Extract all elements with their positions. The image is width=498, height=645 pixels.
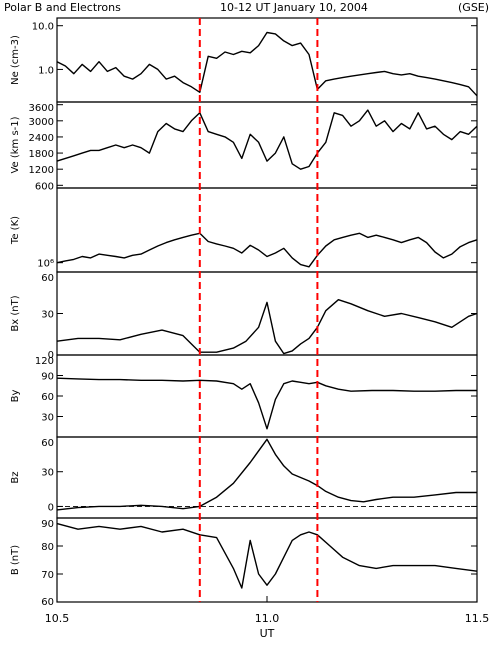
ytick-label-by-3: 120: [35, 356, 54, 367]
ytick-label-by-1: 60: [41, 392, 54, 403]
ytick-label-bx-1: 30: [41, 310, 54, 321]
ytick-label-ve-0: 600: [35, 181, 54, 192]
x-axis-label: UT: [260, 627, 275, 640]
panel-bx: 0 30 60 Bx (nT): [10, 271, 478, 361]
ylabel-bx: Bx (nT): [10, 295, 21, 331]
ytick-label-b-1: 70: [41, 570, 54, 581]
panel-ve: 600 1200 1800 2400 3000 3600 Ve (km s-1): [10, 101, 478, 192]
ytick-label-bx-0: 0: [48, 350, 54, 361]
panel-frame-bx: [56, 271, 478, 356]
panel-b: 60 70 80 90 B (nT): [10, 517, 478, 608]
ytick-label-ve-3: 2400: [29, 133, 54, 144]
ylabel-b: B (nT): [10, 545, 21, 575]
panel-bz: 0 30 60 Bz: [10, 436, 478, 519]
panel-te: 10⁶ Te (K): [10, 187, 478, 273]
panel-frame-by: [56, 354, 478, 438]
figure-title: Polar B and Electrons 10-12 UT January 1…: [4, 1, 489, 14]
series-line-te: [56, 232, 478, 268]
ytick-label-ve-1: 1200: [29, 165, 54, 176]
ytick-label-ve-2: 1800: [29, 149, 54, 160]
ytick-label-by-2: 90: [41, 372, 54, 383]
ylabel-te: Te (K): [10, 216, 21, 245]
panel-frame-te: [56, 187, 478, 273]
ytick-label-b-2: 80: [41, 542, 54, 553]
xtick-label-2: 11.5: [465, 612, 490, 625]
ytick-label-ve-5: 3600: [29, 103, 54, 114]
series-line-by: [56, 377, 477, 430]
series-line-bx: [56, 299, 478, 355]
ylabel-ve: Ve (km s-1): [10, 116, 21, 173]
panel-group: 1.010.0Ne (cm-3)60012001800240030003600V…: [10, 17, 478, 608]
panel-frame-ne: [56, 17, 478, 103]
series-line-b: [56, 522, 478, 589]
ytick-label-b-0: 60: [41, 597, 54, 608]
x-axis: 10.5 11.0 11.5: [45, 596, 490, 625]
ytick-label-te-0: 10⁶: [37, 259, 54, 270]
series-line-ve: [56, 109, 478, 170]
ytick-label-bx-2: 60: [41, 273, 54, 284]
ytick-label-by-0: 30: [41, 413, 54, 424]
xtick-label-1: 11.0: [255, 612, 280, 625]
ytick-label-ve-4: 3000: [29, 117, 54, 128]
title-right: (GSE): [458, 1, 489, 14]
ylabel-by: By: [10, 390, 21, 403]
panel-frame-ve: [56, 101, 478, 189]
ytick-label-bz-2: 60: [41, 438, 54, 449]
ytick-label-ne-1: 1.0: [38, 65, 54, 76]
xtick-label-0: 10.5: [45, 612, 70, 625]
series-line-ne: [56, 31, 478, 97]
ytick-label-bz-1: 30: [41, 468, 54, 479]
title-left: Polar B and Electrons: [4, 1, 121, 14]
panel-by: 30 60 90 120 By: [10, 354, 478, 438]
ytick-label-ne-2: 10.0: [32, 22, 54, 33]
ylabel-bz: Bz: [10, 471, 21, 483]
ylabel-ne: Ne (cm-3): [10, 35, 21, 85]
panel-frame-b: [56, 517, 478, 603]
title-middle: 10-12 UT January 10, 2004: [220, 1, 368, 14]
ytick-label-b-3: 90: [41, 519, 54, 530]
panel-ne: 1.0 10.0 Ne (cm-3): [10, 17, 478, 103]
ytick-label-bz-0: 0: [48, 502, 54, 513]
series-line-bz: [56, 438, 477, 511]
